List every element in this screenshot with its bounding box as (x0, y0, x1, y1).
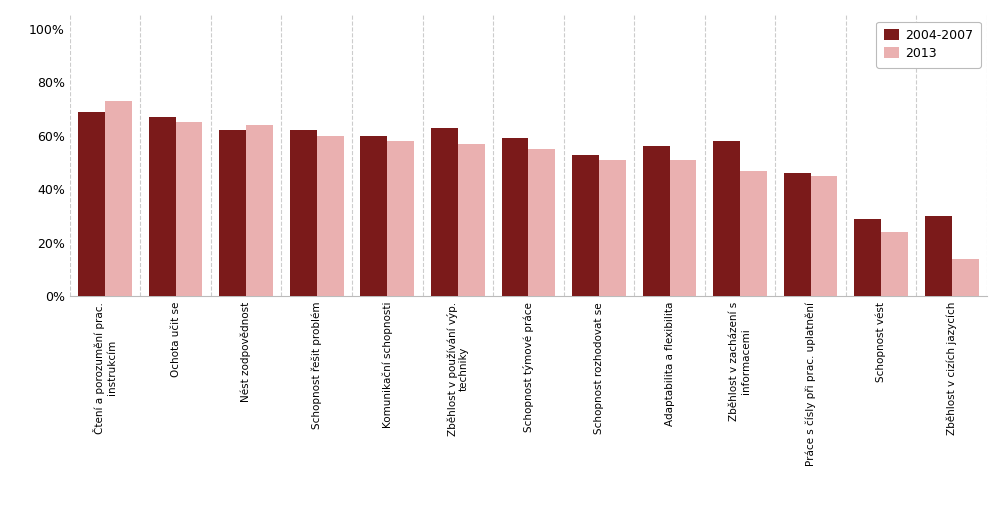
Bar (105, 101, 132, 296)
Bar (528, 149, 555, 296)
Bar (952, 259, 979, 296)
Bar (740, 171, 767, 296)
Bar (811, 176, 837, 296)
Bar (643, 147, 670, 296)
Bar (149, 117, 175, 296)
Bar (78, 112, 105, 296)
Bar (290, 130, 317, 296)
Bar (387, 141, 414, 296)
Bar (572, 154, 599, 296)
Bar (175, 123, 202, 296)
Bar (854, 219, 881, 296)
Bar (713, 141, 740, 296)
Bar (881, 232, 908, 296)
Bar (784, 173, 811, 296)
Bar (599, 160, 626, 296)
Bar (246, 125, 273, 296)
Legend: 2004-2007, 2013: 2004-2007, 2013 (876, 21, 981, 67)
Bar (670, 160, 696, 296)
Bar (501, 138, 528, 296)
Bar (458, 144, 485, 296)
Bar (361, 136, 387, 296)
Bar (431, 128, 458, 296)
Bar (925, 216, 952, 296)
Bar (219, 130, 246, 296)
Bar (317, 136, 344, 296)
